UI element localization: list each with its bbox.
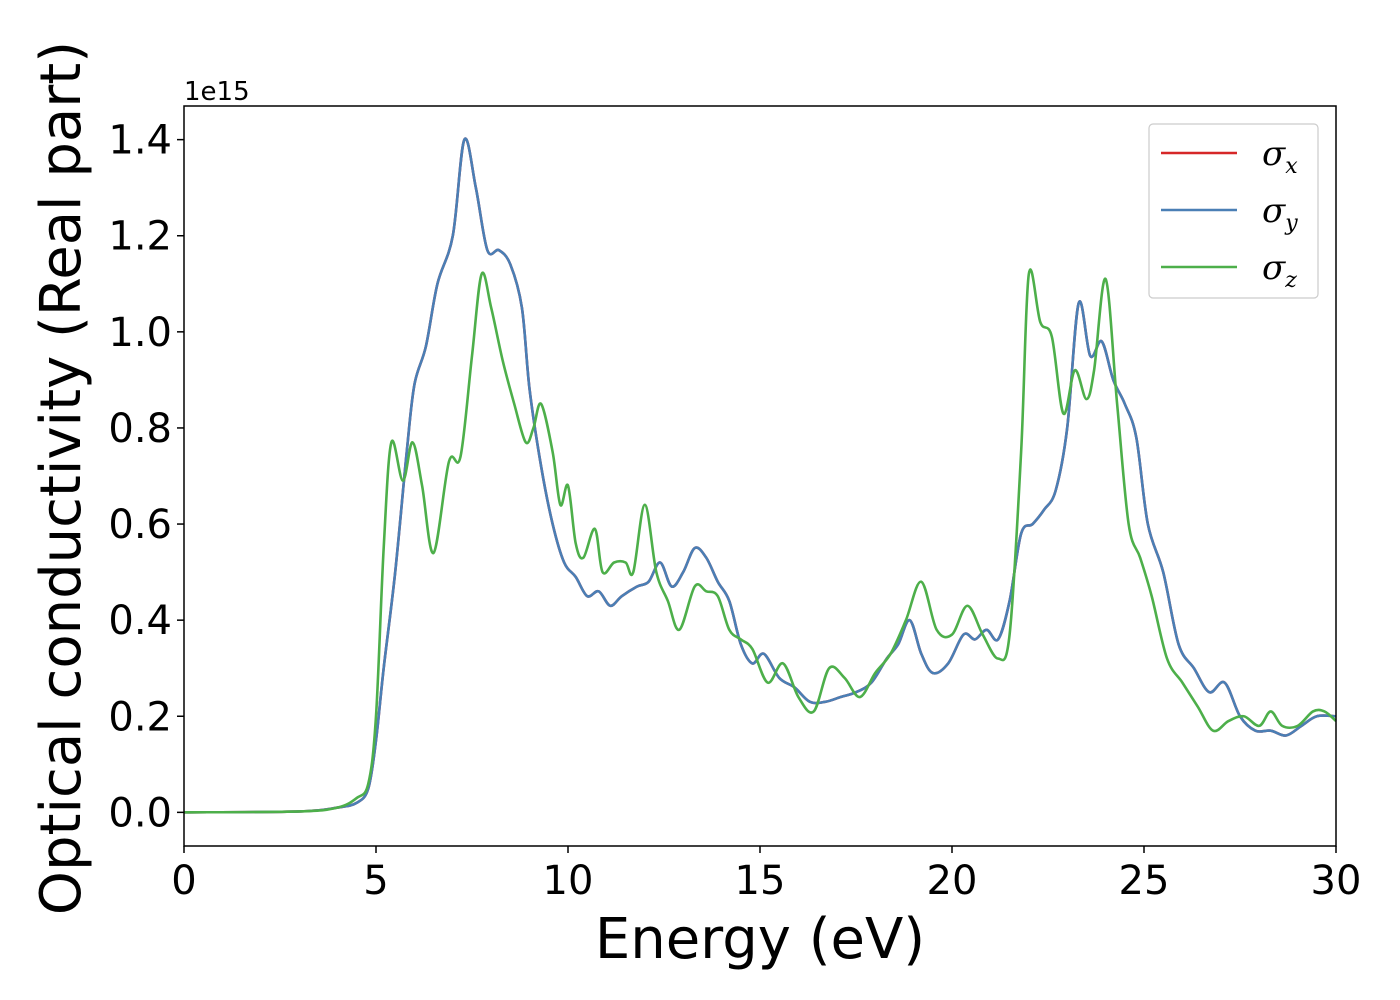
x-axis-title: Energy (eV) xyxy=(595,907,925,972)
legend: σx σy σz xyxy=(1148,123,1319,299)
y-axis: 0.0 0.2 0.4 0.6 0.8 1.0 1.2 1.4 xyxy=(108,118,184,836)
y-offset-label: 1e15 xyxy=(184,77,250,107)
y-tick-label: 0.6 xyxy=(108,502,172,548)
x-tick-label: 20 xyxy=(927,858,978,904)
y-tick-label: 0.0 xyxy=(108,790,172,836)
y-tick-label: 1.0 xyxy=(108,310,172,356)
x-tick-label: 15 xyxy=(735,858,786,904)
legend-label-z: σz xyxy=(1262,248,1297,293)
series-line-z xyxy=(183,268,1337,814)
x-tick-label: 30 xyxy=(1311,858,1362,904)
y-tick-label: 0.8 xyxy=(108,406,172,452)
legend-label-x: σx xyxy=(1262,134,1298,179)
y-axis-title: Optical conductivity (Real part) xyxy=(29,41,94,915)
x-tick-label: 10 xyxy=(543,858,594,904)
x-tick-label: 25 xyxy=(1119,858,1170,904)
x-tick-label: 0 xyxy=(171,858,196,904)
series-layer xyxy=(183,137,1337,814)
series-line-y xyxy=(183,137,1337,814)
legend-label-y: σy xyxy=(1262,191,1298,236)
y-tick-label: 1.4 xyxy=(108,118,172,164)
x-tick-label: 5 xyxy=(363,858,388,904)
y-tick-label: 0.4 xyxy=(108,598,172,644)
x-axis: 0 5 10 15 20 25 30 xyxy=(171,846,1361,904)
y-tick-label: 1.2 xyxy=(108,214,172,260)
y-tick-label: 0.2 xyxy=(108,694,172,740)
